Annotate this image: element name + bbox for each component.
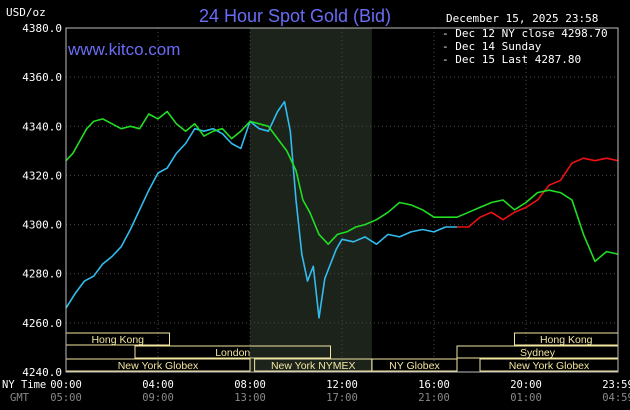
session-label: Sydney: [520, 347, 556, 359]
x-tick-label-ny: 20:00: [510, 379, 542, 391]
y-tick-label: 4260.0: [22, 317, 62, 330]
x-tick-label-ny: 08:00: [234, 379, 266, 391]
x-tick-label-gmt: 13:00: [234, 392, 266, 404]
gmt-label: GMT: [10, 392, 30, 404]
legend-marker: -: [442, 40, 449, 53]
series-line: [65, 100, 457, 319]
legend-label: Dec 15 Last 4287.80: [455, 53, 581, 66]
grid-lines: [66, 28, 618, 372]
x-tick-label-ny: 23:59: [602, 379, 630, 391]
series-line: [65, 110, 619, 263]
y-tick-label: 4280.0: [22, 268, 62, 281]
x-tick-label-ny: 12:00: [326, 379, 358, 391]
chart-title: 24 Hour Spot Gold (Bid): [199, 6, 391, 26]
y-tick-label: 4360.0: [22, 71, 62, 84]
x-tick-label-ny: 00:00: [50, 379, 82, 391]
legend-marker: -: [442, 27, 449, 40]
legend-marker: -: [442, 53, 449, 66]
session-label: NY Globex: [389, 360, 440, 372]
y-tick-label: 4300.0: [22, 219, 62, 232]
session-label: New York Globex: [118, 360, 199, 372]
y-tick-label: 4340.0: [22, 120, 62, 133]
y-tick-label: 4240.0: [22, 366, 62, 379]
x-tick-label-gmt: 21:00: [418, 392, 450, 404]
price-series: [65, 100, 619, 319]
legend-label: Dec 14 Sunday: [455, 40, 541, 53]
legend-item-dec15: - Dec 15 Last 4287.80: [442, 53, 581, 66]
legend-item-dec14: - Dec 14 Sunday: [442, 40, 542, 53]
y-tick-label: 4320.0: [22, 169, 62, 182]
y-axis-label: USD/oz: [6, 6, 46, 19]
x-tick-label-ny: 04:00: [142, 379, 174, 391]
x-tick-label-gmt: 01:00: [510, 392, 542, 404]
session-label: Hong Kong: [91, 334, 144, 346]
session-band: [371, 358, 458, 372]
y-axis-ticks: 4380.0 4360.0 4340.0 4320.0 4300.0 4280.0 4260…: [22, 22, 62, 379]
y-tick-label: 4380.0: [22, 22, 62, 35]
session-label: Hong Kong: [540, 334, 593, 346]
session-label: London: [215, 347, 250, 359]
x-tick-label-ny: 16:00: [418, 379, 450, 391]
legend-label: Dec 12 NY close 4298.70: [455, 27, 607, 40]
session-band: [134, 345, 331, 359]
session-label: New York NYMEX: [271, 360, 356, 372]
session-label: New York Globex: [509, 360, 590, 372]
x-tick-label-gmt: 17:00: [326, 392, 358, 404]
legend: - Dec 12 NY close 4298.70 - Dec 14 Sunda…: [442, 27, 608, 66]
legend-item-dec12: - Dec 12 NY close 4298.70: [442, 27, 608, 40]
x-tick-label-gmt: 05:00: [50, 392, 82, 404]
date-label: December 15, 2025 23:58: [446, 12, 598, 25]
x-tick-label-gmt: 09:00: [142, 392, 174, 404]
plot-frame: [65, 27, 619, 373]
watermark: www.kitco.com: [67, 40, 180, 59]
nymex-session-shade: [250, 28, 372, 372]
series-line: [457, 157, 619, 228]
x-tick-label-gmt: 04:59: [602, 392, 630, 404]
ny-time-label: NY Time: [2, 379, 46, 391]
